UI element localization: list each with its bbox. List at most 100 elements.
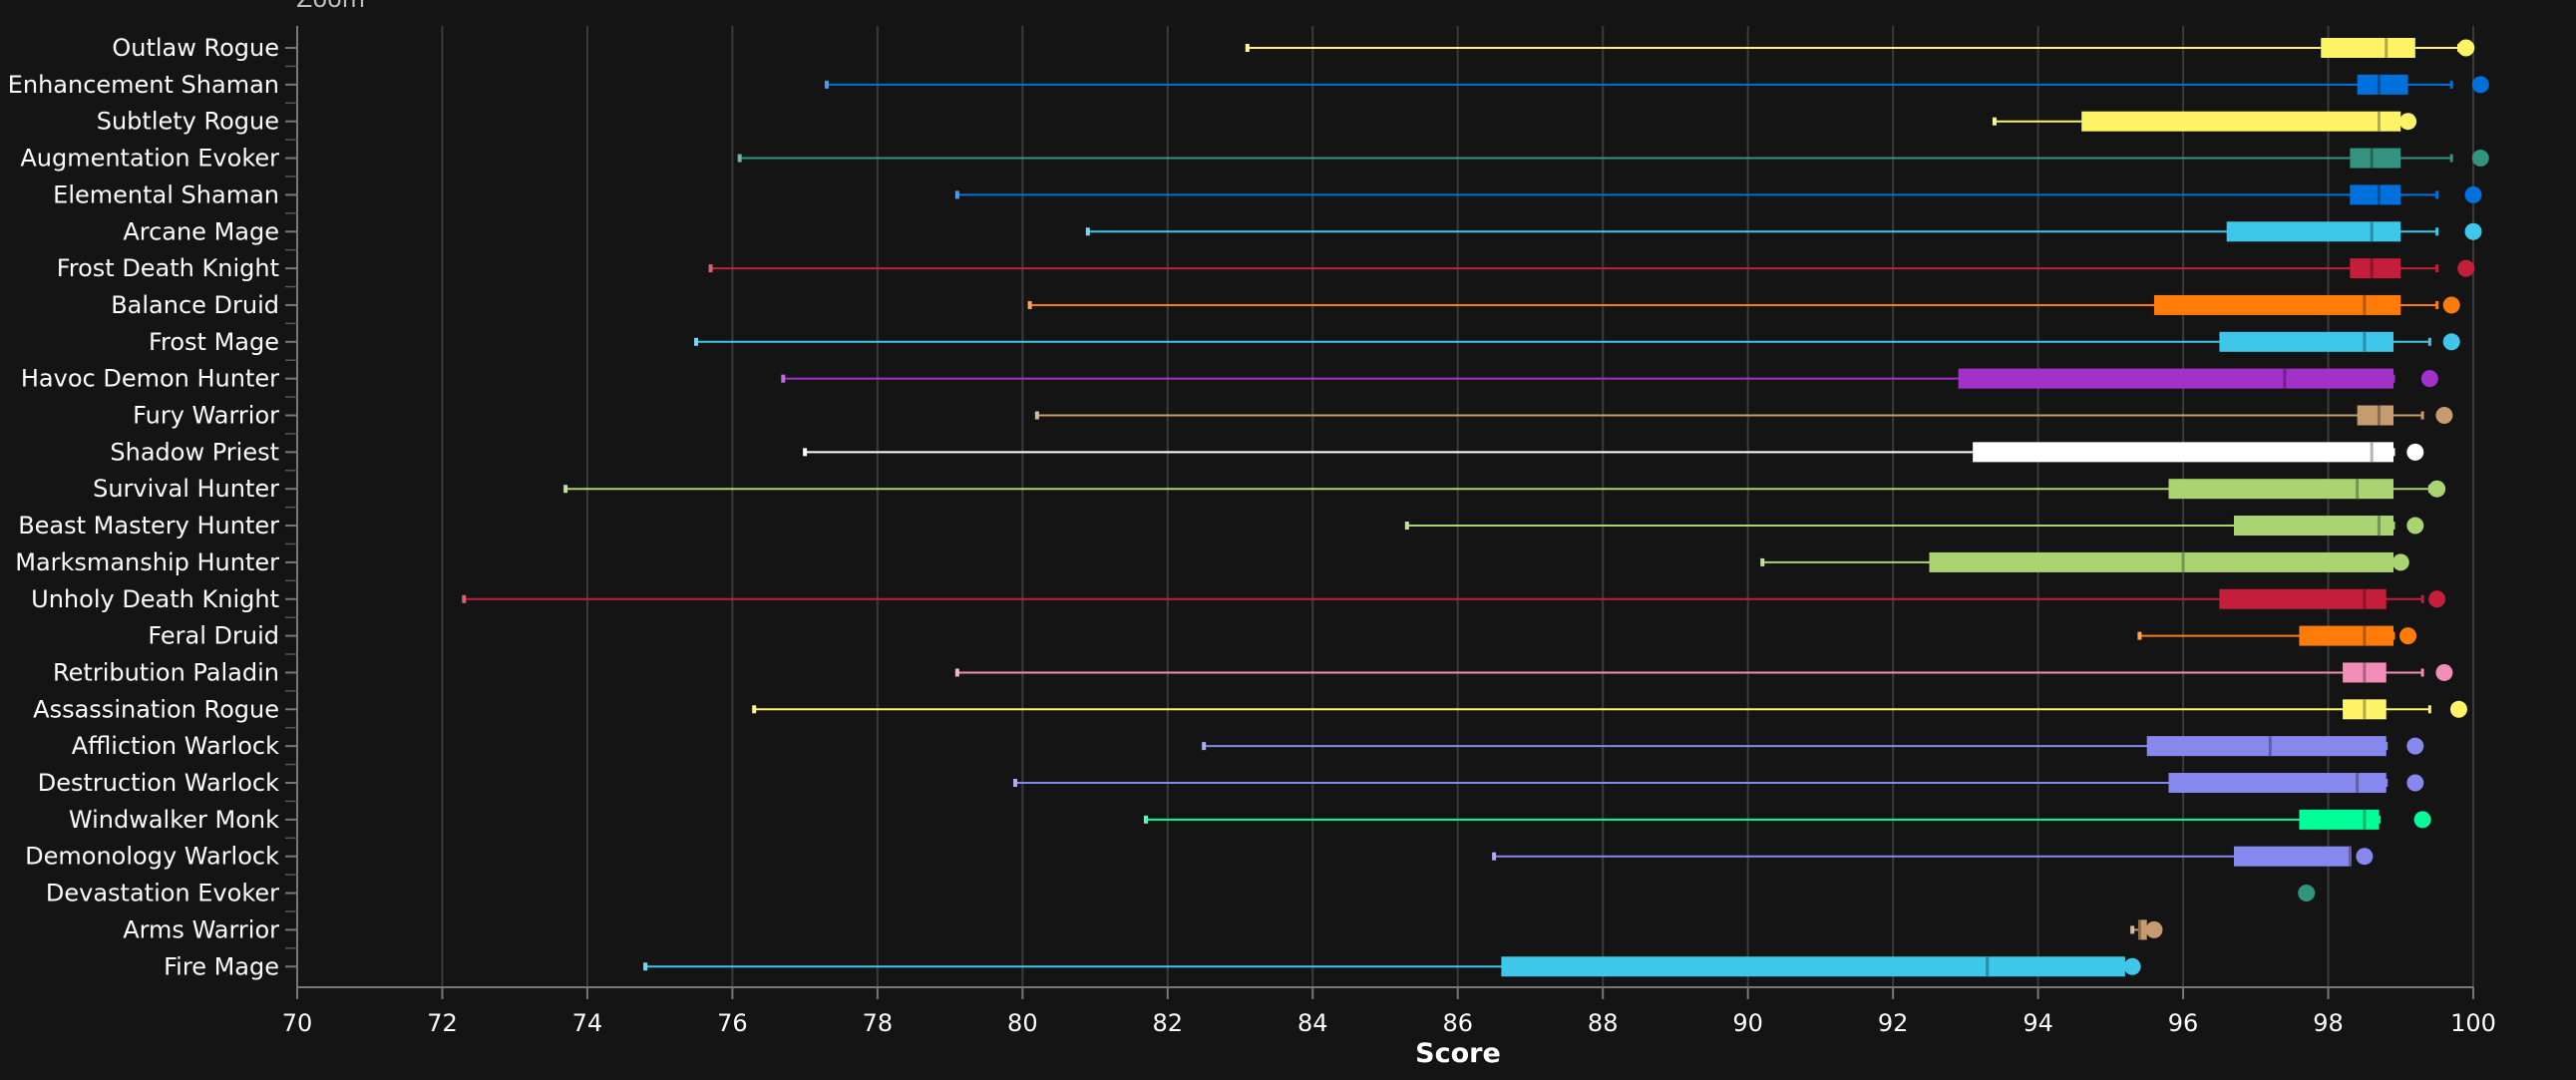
category-label: Fury Warrior bbox=[133, 402, 279, 430]
series-row: Retribution Paladin bbox=[53, 658, 2453, 692]
score-point bbox=[2406, 737, 2424, 755]
box bbox=[2350, 258, 2401, 279]
category-label: Marksmanship Hunter bbox=[15, 548, 279, 576]
box bbox=[2299, 809, 2380, 830]
series-row: Demonology Warlock bbox=[25, 843, 2374, 876]
series-row: Assassination Rogue bbox=[33, 695, 2467, 729]
box bbox=[1973, 442, 2393, 463]
box bbox=[1501, 956, 2125, 977]
box bbox=[2350, 148, 2401, 169]
category-label: Arcane Mage bbox=[123, 217, 279, 245]
score-point bbox=[2449, 700, 2467, 718]
box bbox=[2226, 221, 2401, 242]
score-point bbox=[2399, 627, 2417, 645]
category-label: Fire Mage bbox=[164, 952, 279, 980]
box bbox=[2219, 588, 2387, 609]
x-axis: 70 72 74 76 78 80 82 84 86 88 90 92 94 96 98 100 bbox=[282, 26, 2496, 1037]
series-row: Fire Mage bbox=[164, 952, 2141, 980]
x-tick-label: 74 bbox=[572, 1009, 603, 1037]
box bbox=[2219, 331, 2393, 352]
category-label: Shadow Priest bbox=[110, 438, 279, 466]
box bbox=[2357, 74, 2408, 95]
category-label: Balance Druid bbox=[111, 291, 279, 319]
score-point bbox=[2399, 113, 2417, 131]
series-row: Unholy Death Knight bbox=[31, 585, 2446, 618]
box bbox=[2357, 405, 2393, 426]
x-tick-label: 90 bbox=[1732, 1009, 1763, 1037]
series-row: Augmentation Evoker bbox=[20, 145, 2489, 178]
box bbox=[2233, 846, 2351, 867]
series-row: Frost Death Knight bbox=[57, 254, 2475, 288]
score-point bbox=[2428, 480, 2446, 498]
series-row: Balance Druid bbox=[111, 291, 2460, 325]
series-row: Subtlety Rogue bbox=[97, 108, 2417, 141]
category-label: Frost Death Knight bbox=[57, 254, 279, 282]
box bbox=[2139, 919, 2147, 940]
score-point bbox=[2457, 39, 2475, 57]
score-point bbox=[2435, 407, 2453, 424]
category-label: Beast Mastery Hunter bbox=[18, 512, 279, 540]
score-point bbox=[2471, 76, 2489, 94]
score-point bbox=[2392, 553, 2409, 571]
x-tick-label: 100 bbox=[2450, 1009, 2496, 1037]
category-label: Survival Hunter bbox=[93, 475, 279, 503]
zoom-label[interactable]: Zoom bbox=[296, 0, 365, 13]
score-point bbox=[2471, 150, 2489, 168]
score-point bbox=[2406, 517, 2424, 535]
series-row: Elemental Shaman bbox=[53, 180, 2482, 214]
score-point bbox=[2464, 185, 2482, 203]
score-point bbox=[2356, 848, 2374, 866]
box bbox=[2350, 184, 2401, 205]
series-row: Beast Mastery Hunter bbox=[18, 512, 2424, 545]
box bbox=[1929, 551, 2393, 572]
score-point bbox=[2464, 222, 2482, 240]
x-axis-title: Score bbox=[1415, 1038, 1501, 1069]
score-point bbox=[2406, 443, 2424, 461]
box bbox=[2146, 736, 2387, 757]
x-tick-label: 86 bbox=[1442, 1009, 1473, 1037]
score-point bbox=[2298, 885, 2316, 902]
category-label: Enhancement Shaman bbox=[8, 71, 279, 99]
score-point bbox=[2428, 590, 2446, 608]
category-label: Subtlety Rogue bbox=[97, 108, 279, 136]
box bbox=[2168, 479, 2393, 500]
score-point bbox=[2420, 370, 2438, 388]
series-row: Arms Warrior bbox=[123, 915, 2163, 949]
box bbox=[2321, 38, 2415, 58]
series-rows: Outlaw Rogue Enhancement Shaman Subtlety R… bbox=[8, 34, 2489, 980]
box bbox=[2153, 294, 2401, 315]
score-point bbox=[2406, 774, 2424, 792]
x-tick-label: 70 bbox=[282, 1009, 313, 1037]
x-tick-label: 72 bbox=[427, 1009, 458, 1037]
score-point bbox=[2457, 259, 2475, 277]
score-point bbox=[2123, 957, 2141, 975]
x-tick-label: 94 bbox=[2023, 1009, 2053, 1037]
series-row: Marksmanship Hunter bbox=[15, 548, 2409, 582]
x-tick-label: 80 bbox=[1007, 1009, 1038, 1037]
x-tick-label: 96 bbox=[2168, 1009, 2199, 1037]
series-row: Enhancement Shaman bbox=[8, 71, 2489, 105]
score-point bbox=[2435, 663, 2453, 681]
series-row: Affliction Warlock bbox=[72, 732, 2424, 766]
series-row: Windwalker Monk bbox=[69, 806, 2431, 840]
category-label: Frost Mage bbox=[149, 328, 279, 356]
x-tick-label: 92 bbox=[1878, 1009, 1909, 1037]
category-label: Outlaw Rogue bbox=[112, 34, 279, 62]
box bbox=[2299, 625, 2393, 646]
series-row: Survival Hunter bbox=[93, 475, 2446, 509]
box bbox=[2233, 516, 2393, 537]
series-row: Destruction Warlock bbox=[38, 769, 2424, 803]
score-point bbox=[2413, 811, 2431, 829]
category-label: Affliction Warlock bbox=[72, 732, 279, 760]
category-label: Arms Warrior bbox=[123, 915, 279, 943]
series-row: Fury Warrior bbox=[133, 402, 2453, 435]
category-label: Feral Druid bbox=[148, 622, 279, 650]
category-label: Unholy Death Knight bbox=[31, 585, 279, 613]
category-label: Windwalker Monk bbox=[69, 806, 279, 834]
x-tick-label: 76 bbox=[717, 1009, 748, 1037]
category-label: Augmentation Evoker bbox=[20, 145, 279, 173]
series-row: Shadow Priest bbox=[110, 438, 2424, 472]
category-label: Demonology Warlock bbox=[25, 843, 279, 871]
category-label: Retribution Paladin bbox=[53, 658, 279, 686]
